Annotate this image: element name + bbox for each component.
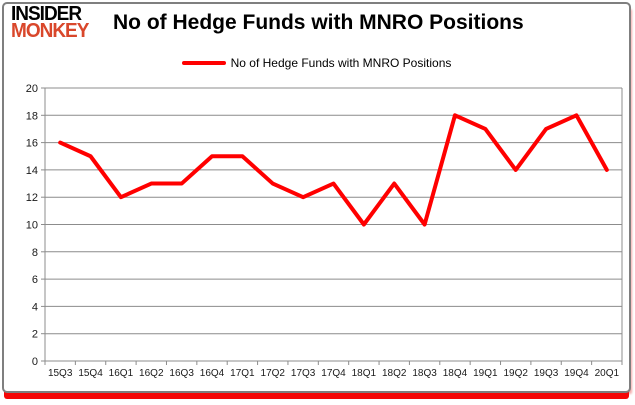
x-axis-label: 19Q4 [564, 368, 589, 379]
legend: No of Hedge Funds with MNRO Positions [4, 56, 629, 70]
legend-label: No of Hedge Funds with MNRO Positions [230, 56, 452, 70]
x-axis-label: 18Q3 [412, 368, 437, 379]
x-axis-label: 19Q2 [503, 368, 528, 379]
x-axis-label: 16Q1 [109, 368, 134, 379]
y-axis-label: 2 [32, 329, 38, 341]
x-axis-label: 18Q4 [443, 368, 468, 379]
y-axis-label: 16 [26, 138, 38, 150]
chart-plot: 0 2 4 6 8 10 12 14 16 18 20 15Q3 15Q4 16Q1 16Q2 16Q3 16Q… [26, 83, 623, 379]
x-axis-label: 16Q3 [169, 368, 194, 379]
x-axis-label: 19Q3 [534, 368, 559, 379]
legend-line-swatch [181, 61, 226, 65]
x-axis-label: 17Q1 [230, 368, 255, 379]
logo-insider-text: INSIDER [11, 3, 82, 26]
chart-title: No of Hedge Funds with MNRO Positions [113, 11, 524, 34]
logo-monkey-text: MONKEY [11, 20, 89, 43]
y-axis-label: 6 [32, 274, 38, 286]
insider-monkey-logo: INSIDER MONKEY [11, 3, 89, 43]
x-axis-label: 16Q4 [200, 368, 225, 379]
x-axis-label: 17Q4 [321, 368, 346, 379]
y-axis-label: 14 [26, 165, 38, 177]
y-axis-label: 12 [26, 192, 38, 204]
y-axis-label: 8 [32, 247, 38, 259]
x-axis-label: 16Q2 [139, 368, 164, 379]
x-axis-label: 17Q3 [291, 368, 316, 379]
x-axis-label: 18Q2 [382, 368, 407, 379]
x-axis-label: 19Q1 [473, 368, 498, 379]
x-axis-label: 15Q3 [48, 368, 73, 379]
x-axis-label: 17Q2 [261, 368, 286, 379]
y-axis-label: 10 [26, 220, 38, 232]
x-axis-label: 18Q1 [352, 368, 377, 379]
y-axis-label: 0 [32, 356, 38, 368]
y-axis-label: 20 [26, 83, 38, 95]
x-axis-label: 20Q1 [595, 368, 620, 379]
x-axis-label: 15Q4 [78, 368, 103, 379]
y-axis-label: 18 [26, 110, 38, 122]
series-line [58, 113, 609, 227]
y-axis-label: 4 [32, 301, 38, 313]
chart-card: INSIDER MONKEY No of Hedge Funds with MN… [2, 2, 631, 393]
